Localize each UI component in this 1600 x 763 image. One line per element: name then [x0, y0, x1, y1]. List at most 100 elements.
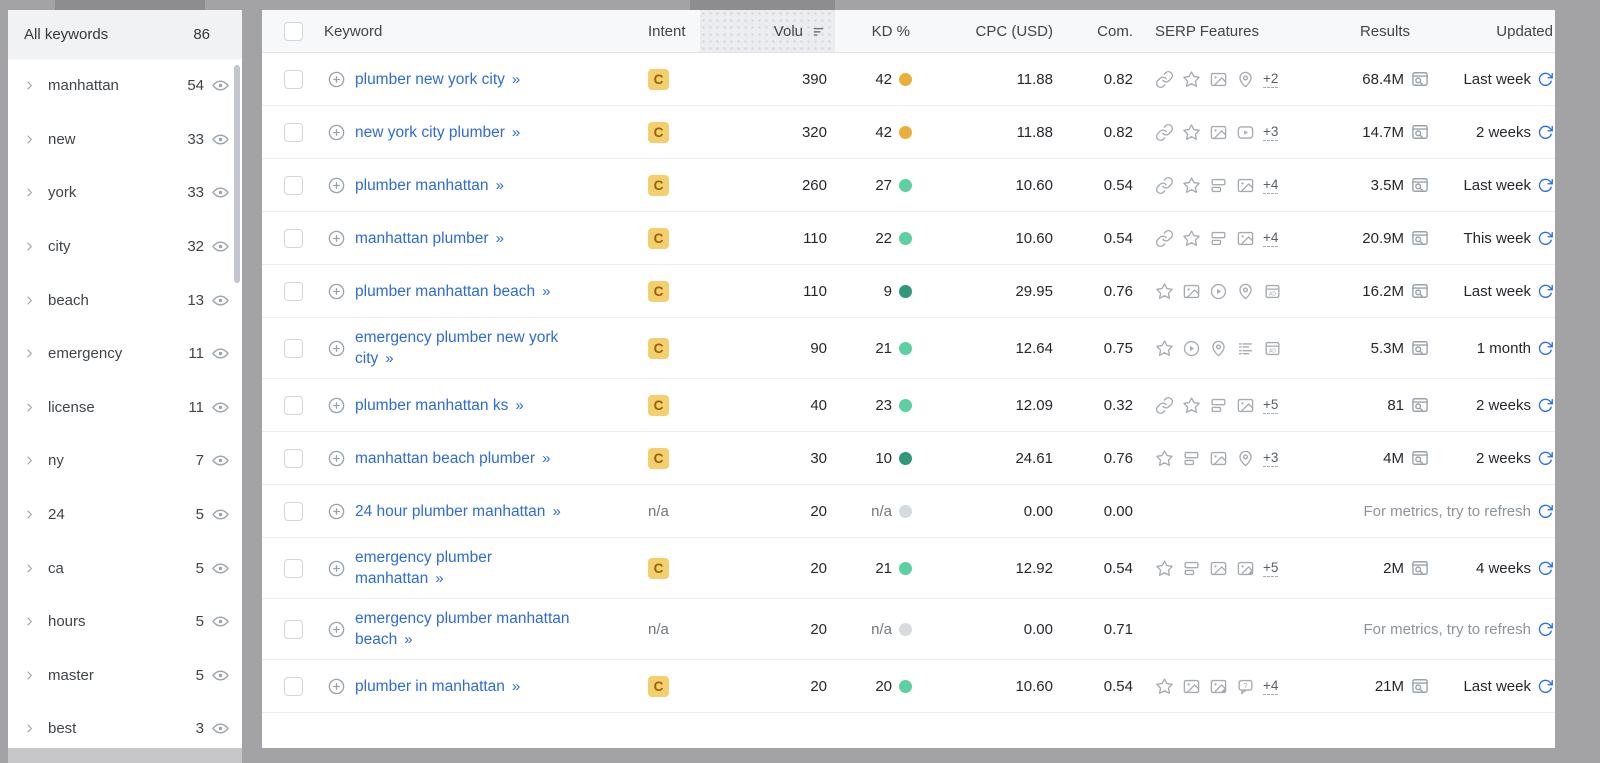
eye-icon[interactable] [211, 451, 230, 470]
refresh-icon[interactable] [1536, 339, 1555, 358]
row-checkbox[interactable] [284, 448, 303, 468]
eye-icon[interactable] [211, 559, 230, 578]
chevron-right-icon[interactable] [22, 132, 37, 147]
refresh-icon[interactable] [1536, 70, 1555, 89]
row-checkbox[interactable] [284, 69, 303, 89]
sidebar-group-item[interactable]: city 32 [8, 220, 242, 274]
row-checkbox[interactable] [284, 175, 303, 195]
plus-circle-icon[interactable] [327, 559, 346, 578]
eye-icon[interactable] [211, 291, 230, 310]
refresh-icon[interactable] [1536, 123, 1555, 142]
sidebar-scrollbar[interactable] [234, 65, 240, 283]
keyword-link[interactable]: plumber new york city» [355, 70, 522, 88]
keyword-link[interactable]: emergency plumber manhattan beach» [355, 610, 570, 648]
row-checkbox[interactable] [284, 676, 303, 696]
plus-circle-icon[interactable] [327, 396, 346, 415]
chevron-right-icon[interactable] [22, 721, 37, 736]
eye-icon[interactable] [211, 183, 230, 202]
row-checkbox[interactable] [284, 281, 303, 301]
eye-icon[interactable] [211, 344, 230, 363]
eye-icon[interactable] [211, 612, 230, 631]
expand-arrows[interactable]: » [511, 123, 522, 141]
eye-icon[interactable] [211, 398, 230, 417]
serp-preview-icon[interactable] [1410, 281, 1430, 301]
chevron-right-icon[interactable] [22, 668, 37, 683]
plus-circle-icon[interactable] [327, 677, 346, 696]
sidebar-group-item[interactable]: best 3 [8, 702, 242, 748]
chevron-right-icon[interactable] [22, 400, 37, 415]
row-checkbox[interactable] [284, 122, 303, 142]
chevron-right-icon[interactable] [22, 614, 37, 629]
keyword-link[interactable]: emergency plumber new york city» [355, 329, 559, 367]
col-header-kd[interactable]: KD % [871, 22, 910, 40]
row-checkbox[interactable] [284, 228, 303, 248]
sidebar-group-item[interactable]: master 5 [8, 649, 242, 703]
chevron-right-icon[interactable] [22, 453, 37, 468]
all-keywords-header[interactable]: All keywords 86 [8, 10, 242, 59]
col-header-volume[interactable]: Volu [700, 10, 835, 52]
expand-arrows[interactable]: » [515, 396, 525, 414]
serp-preview-icon[interactable] [1410, 338, 1430, 358]
chevron-right-icon[interactable] [22, 346, 37, 361]
refresh-icon[interactable] [1536, 559, 1555, 578]
col-header-serp-features[interactable]: SERP Features [1155, 22, 1259, 40]
expand-arrows[interactable]: » [542, 449, 552, 467]
plus-circle-icon[interactable] [327, 282, 346, 301]
refresh-icon[interactable] [1536, 677, 1555, 696]
serp-more-link[interactable]: +2 [1263, 70, 1279, 88]
sidebar-group-item[interactable]: hours 5 [8, 595, 242, 649]
keyword-link[interactable]: emergency plumber manhattan» [355, 549, 492, 587]
eye-icon[interactable] [211, 719, 230, 738]
expand-arrows[interactable]: » [495, 229, 505, 247]
expand-arrows[interactable]: » [511, 677, 522, 695]
chevron-right-icon[interactable] [22, 239, 37, 254]
chevron-right-icon[interactable] [22, 78, 37, 93]
sidebar-group-item[interactable]: ca 5 [8, 541, 242, 595]
col-header-keyword[interactable]: Keyword [324, 22, 383, 40]
row-checkbox[interactable] [284, 619, 303, 639]
refresh-icon[interactable] [1536, 396, 1555, 415]
col-header-com[interactable]: Com. [1097, 22, 1133, 40]
plus-circle-icon[interactable] [327, 502, 346, 521]
serp-more-link[interactable]: +4 [1263, 229, 1279, 247]
sidebar-group-item[interactable]: ny 7 [8, 434, 242, 488]
sidebar-group-item[interactable]: manhattan 54 [8, 59, 242, 113]
keyword-link[interactable]: new york city plumber» [355, 123, 522, 141]
keyword-link[interactable]: plumber in manhattan» [355, 677, 522, 695]
expand-arrows[interactable]: » [404, 631, 414, 648]
refresh-icon[interactable] [1536, 229, 1555, 248]
row-checkbox[interactable] [284, 501, 303, 521]
plus-circle-icon[interactable] [327, 70, 346, 89]
select-all-checkbox[interactable] [284, 21, 303, 41]
plus-circle-icon[interactable] [327, 449, 346, 468]
keyword-link[interactable]: manhattan plumber» [355, 229, 505, 247]
col-header-cpc[interactable]: CPC (USD) [975, 22, 1054, 40]
sidebar-group-item[interactable]: new 33 [8, 113, 242, 167]
refresh-icon[interactable] [1536, 502, 1555, 521]
serp-more-link[interactable]: +3 [1263, 449, 1279, 467]
keyword-link[interactable]: plumber manhattan ks» [355, 396, 525, 414]
keyword-link[interactable]: manhattan beach plumber» [355, 449, 552, 467]
sidebar-group-item[interactable]: york 33 [8, 166, 242, 220]
eye-icon[interactable] [211, 237, 230, 256]
plus-circle-icon[interactable] [327, 123, 346, 142]
plus-circle-icon[interactable] [327, 229, 346, 248]
eye-icon[interactable] [211, 505, 230, 524]
sidebar-group-item[interactable]: emergency 11 [8, 327, 242, 381]
row-checkbox[interactable] [284, 338, 303, 358]
col-header-intent[interactable]: Intent [648, 22, 686, 40]
plus-circle-icon[interactable] [327, 620, 346, 639]
refresh-icon[interactable] [1536, 176, 1555, 195]
serp-preview-icon[interactable] [1410, 228, 1430, 248]
sidebar-group-item[interactable]: 24 5 [8, 488, 242, 542]
keyword-link[interactable]: 24 hour plumber manhattan» [355, 502, 562, 520]
row-checkbox[interactable] [284, 395, 303, 415]
serp-more-link[interactable]: +5 [1263, 396, 1279, 414]
refresh-icon[interactable] [1536, 620, 1555, 639]
chevron-right-icon[interactable] [22, 293, 37, 308]
chevron-right-icon[interactable] [22, 507, 37, 522]
chevron-right-icon[interactable] [22, 561, 37, 576]
serp-more-link[interactable]: +5 [1263, 559, 1279, 577]
expand-arrows[interactable]: » [542, 282, 552, 300]
eye-icon[interactable] [211, 76, 230, 95]
